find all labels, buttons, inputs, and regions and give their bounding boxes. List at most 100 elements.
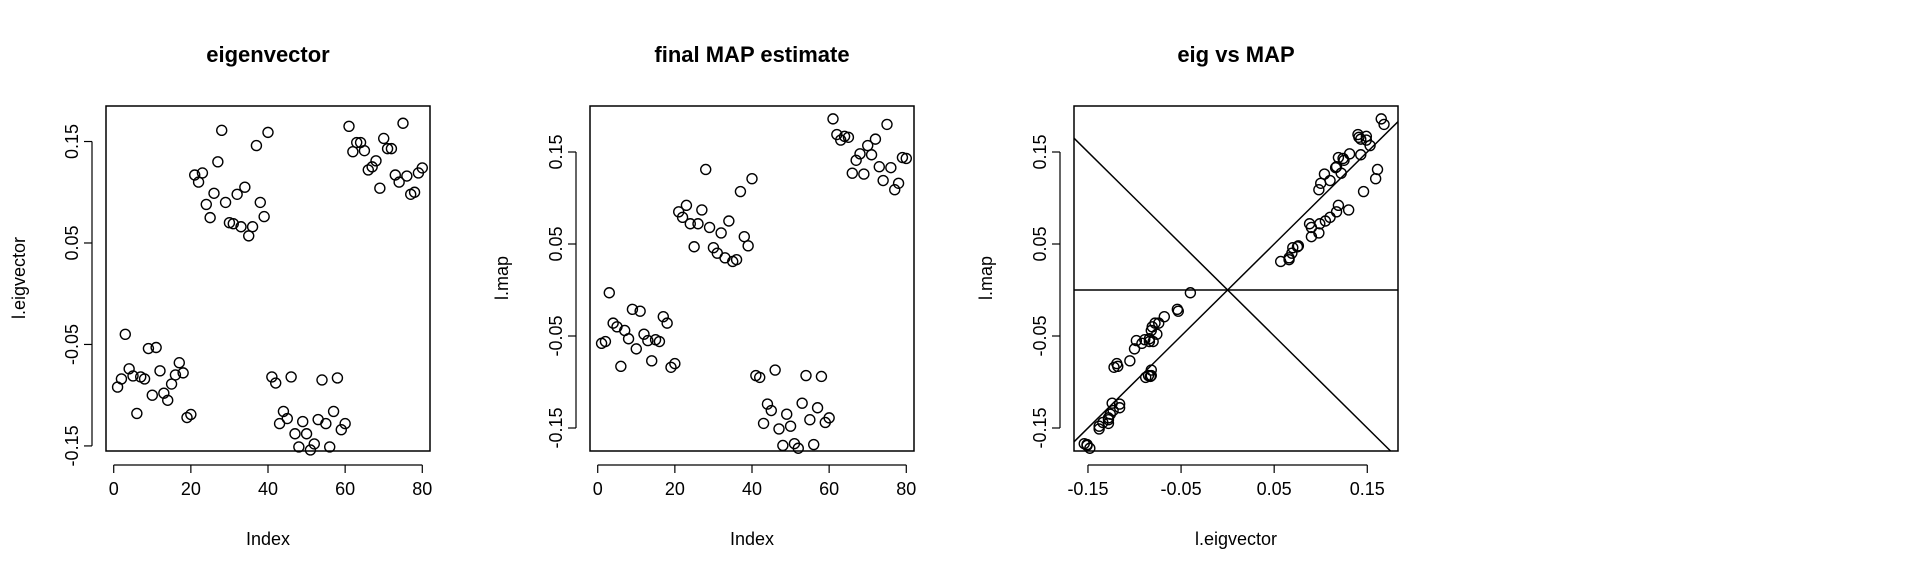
data-point — [850, 154, 862, 166]
data-point — [258, 210, 270, 223]
data-point — [703, 221, 716, 234]
data-point — [162, 394, 174, 406]
data-point — [688, 241, 700, 253]
data-point — [842, 131, 855, 143]
data-point — [669, 357, 681, 370]
axes: 0 20 40 60 80 -0.15 -0.05 0.05 0.15 — [62, 124, 432, 499]
data-point — [626, 303, 639, 316]
panel-eig-vs-map: eig vs MAP l.eigvector l.map -0.15 -0.05 0… — [976, 42, 1399, 549]
data-point — [1124, 355, 1136, 367]
data-point — [273, 417, 286, 430]
data-point — [634, 305, 646, 317]
data-point — [865, 149, 878, 161]
data-point — [1332, 151, 1345, 164]
data-point — [796, 397, 808, 409]
data-point — [607, 317, 619, 329]
data-point — [285, 371, 297, 383]
data-point — [700, 163, 712, 176]
data-point — [185, 408, 197, 421]
plot-frame — [1073, 105, 1399, 452]
data-point — [119, 328, 131, 341]
data-point — [173, 357, 185, 369]
data-point — [1108, 361, 1120, 373]
data-point — [216, 124, 228, 137]
data-point — [657, 310, 669, 323]
axes: -0.15 -0.05 0.05 0.15 -0.15 -0.05 0.05 0.15 — [1030, 134, 1385, 499]
y-tick-label: -0.05 — [546, 315, 566, 356]
reference-lines — [1073, 121, 1399, 452]
data-point — [146, 389, 158, 401]
data-point — [869, 133, 882, 145]
data-point — [1357, 185, 1370, 198]
data-point — [304, 444, 317, 456]
data-point — [1113, 402, 1126, 414]
x-tick-label: 20 — [665, 479, 685, 499]
data-point — [1139, 333, 1151, 346]
data-point — [254, 196, 266, 209]
data-point — [696, 204, 708, 216]
x-axis-label: Index — [246, 529, 290, 549]
data-point — [603, 287, 615, 299]
data-point — [343, 120, 355, 132]
data-point — [1184, 287, 1197, 299]
data-point — [599, 335, 612, 348]
data-point — [339, 417, 351, 430]
data-point — [1369, 172, 1382, 185]
y-tick-label: 0.05 — [546, 226, 566, 261]
data-point — [781, 408, 793, 420]
data-point — [773, 423, 785, 435]
axes: 0 20 40 60 80 -0.15 -0.05 0.05 0.15 — [546, 134, 916, 499]
data-point — [212, 156, 224, 168]
y-axis-label: l.map — [976, 256, 996, 300]
x-tick-label: 20 — [181, 479, 201, 499]
y-tick-label: 0.05 — [1030, 226, 1050, 261]
data-point — [638, 328, 650, 340]
data-point — [374, 182, 386, 194]
chart-title: eig vs MAP — [1177, 42, 1294, 67]
data-point — [1130, 334, 1143, 347]
data-point — [196, 167, 209, 179]
data-point — [239, 181, 251, 193]
data-point — [1153, 317, 1165, 329]
data-point — [227, 218, 239, 230]
data-point — [1355, 149, 1367, 161]
data-point — [1081, 438, 1093, 451]
data-point — [131, 407, 143, 420]
data-point — [615, 360, 627, 373]
data-point — [335, 423, 347, 436]
data-point — [1305, 230, 1318, 243]
data-point — [877, 174, 889, 187]
data-point — [366, 161, 378, 173]
x-tick-label: 40 — [742, 479, 762, 499]
panel-final-map-estimate: final MAP estimate Index l.map 0 20 40 60 80… — [492, 42, 916, 549]
data-point — [746, 172, 758, 185]
data-point — [1084, 442, 1096, 454]
data-point — [900, 152, 912, 165]
data-point — [858, 168, 870, 180]
data-point — [765, 404, 777, 417]
data-point — [854, 148, 866, 160]
x-tick-label: 0.15 — [1350, 479, 1385, 499]
data-point — [1319, 215, 1332, 227]
data-point — [808, 438, 820, 451]
data-point — [800, 369, 812, 382]
data-point — [881, 118, 893, 131]
data-point — [1158, 310, 1171, 323]
data-point — [646, 355, 658, 367]
data-point — [320, 417, 332, 430]
data-point — [1371, 163, 1384, 176]
chart-title: eigenvector — [206, 42, 330, 67]
data-point — [297, 415, 309, 428]
data-point — [730, 253, 743, 266]
chart-title: final MAP estimate — [654, 42, 849, 67]
x-tick-label: 80 — [896, 479, 916, 499]
data-point — [408, 186, 421, 198]
data-point — [397, 117, 409, 129]
data-point — [250, 139, 263, 152]
data-point — [266, 371, 278, 383]
data-point — [1147, 335, 1159, 348]
data-point — [757, 417, 770, 430]
data-point — [1139, 371, 1152, 384]
data-point — [308, 438, 320, 450]
data-point — [154, 365, 166, 377]
